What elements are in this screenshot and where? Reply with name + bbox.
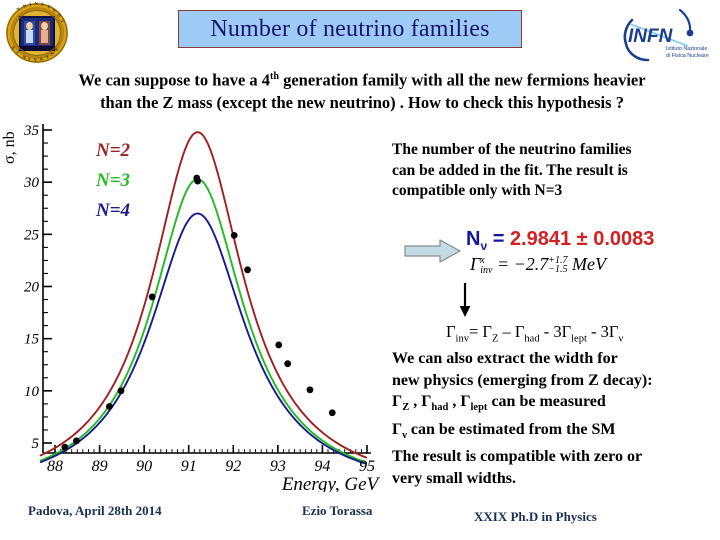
ordinal-suffix: th bbox=[270, 71, 279, 82]
svg-text:T: T bbox=[47, 4, 52, 10]
neutrino-count-result: Nν = 2.9841 ± 0.0083 bbox=[466, 228, 654, 253]
svg-text:20: 20 bbox=[24, 280, 40, 296]
data-point bbox=[230, 231, 238, 239]
svg-text:P: P bbox=[53, 46, 59, 51]
data-point bbox=[275, 341, 283, 349]
svg-text:V: V bbox=[35, 2, 39, 6]
svg-text:S: S bbox=[41, 2, 45, 7]
data-point bbox=[328, 409, 336, 417]
intro-line-2: than the Z mass (except the new neutrino… bbox=[100, 92, 624, 112]
data-point bbox=[148, 293, 156, 301]
gamma-symbol: Γ bbox=[470, 254, 481, 274]
data-point bbox=[105, 403, 113, 410]
svg-text:T: T bbox=[45, 54, 50, 60]
neutrino-families-explanation: The number of the neutrino families can … bbox=[392, 140, 704, 202]
data-point bbox=[284, 360, 292, 368]
new-physics-line-2: new physics (emerging from Z decay): bbox=[392, 371, 653, 389]
data-point bbox=[72, 437, 80, 445]
svg-text:25: 25 bbox=[24, 227, 40, 243]
new-physics-explanation: We can also extract the width for new ph… bbox=[392, 348, 712, 489]
slide-title-box: Number of neutrino families bbox=[178, 10, 522, 48]
chart-axes bbox=[42, 124, 371, 454]
explanation-line-1: The number of the neutrino families bbox=[392, 141, 632, 158]
chart-ylabel: σ, nb bbox=[1, 131, 18, 164]
svg-text:N: N bbox=[22, 3, 28, 9]
cross-section-vs-energy-chart: 5 10 15 20 25 30 35 88 89 90 91 92 93 94 95 N=2 N=3 N=4 … bbox=[0, 112, 392, 492]
new-physics-line-3: ΓZ , Γhad , Γlept can be measured bbox=[392, 393, 606, 414]
chart-data-points bbox=[61, 174, 336, 451]
data-point bbox=[194, 177, 202, 185]
curve-n4 bbox=[39, 212, 368, 465]
curve-n3 bbox=[39, 178, 368, 464]
intro-line-1: We can suppose to have a 4th generation … bbox=[78, 70, 646, 90]
legend-item-n3: N=3 bbox=[95, 170, 130, 191]
chart-xlabel: Energy, GeV bbox=[281, 474, 381, 492]
gamma-eq-value: = −2.7 bbox=[492, 254, 549, 274]
curve-n2 bbox=[39, 131, 368, 459]
nu-value: 2.9841 ± 0.0083 bbox=[509, 228, 655, 250]
svg-text:92: 92 bbox=[225, 458, 241, 475]
new-physics-line-5: The result is compatible with zero or bbox=[392, 448, 643, 466]
svg-text:93: 93 bbox=[270, 458, 286, 475]
data-point bbox=[61, 443, 69, 451]
svg-text:88: 88 bbox=[47, 458, 63, 475]
chart-curves bbox=[39, 131, 368, 465]
svg-text:15: 15 bbox=[24, 332, 40, 348]
svg-text:I: I bbox=[29, 2, 32, 7]
svg-text:V: V bbox=[16, 5, 22, 11]
infn-logo: INFN Istituto Nazionale di Fisica Nuclea… bbox=[602, 6, 712, 64]
svg-text:95: 95 bbox=[359, 458, 375, 475]
svg-text:A: A bbox=[10, 45, 16, 51]
data-point bbox=[306, 386, 314, 394]
data-point bbox=[117, 387, 125, 395]
svg-text:V: V bbox=[51, 8, 57, 14]
svg-text:91: 91 bbox=[181, 458, 197, 475]
new-physics-line-6: very small widths. bbox=[392, 469, 516, 487]
gamma-sup-sub: x inv bbox=[480, 254, 493, 276]
svg-text:A: A bbox=[49, 50, 55, 56]
page-title: Number of neutrino families bbox=[210, 15, 490, 42]
svg-text:5: 5 bbox=[32, 436, 40, 452]
legend-item-n2: N=2 bbox=[95, 140, 131, 161]
chart-legend: N=2 N=3 N=4 bbox=[95, 140, 131, 221]
nu-symbol: Nν = bbox=[466, 228, 510, 253]
svg-text:90: 90 bbox=[136, 458, 152, 475]
gamma-uncertainty: +1.7 −1.5 bbox=[548, 255, 568, 275]
new-physics-line-4: Γν can be estimated from the SM bbox=[392, 420, 616, 441]
footer-author: Ezio Torassa bbox=[302, 503, 373, 518]
svg-text:V: V bbox=[34, 57, 39, 62]
footer-location-date: Padova, April 28th 2014 bbox=[28, 503, 162, 518]
data-point bbox=[244, 266, 251, 274]
gamma-unit: MeV bbox=[572, 254, 606, 274]
university-of-padova-seal-logo: V N I V S T V D I P A T A V I N I A bbox=[4, 1, 70, 64]
svg-text:INFN: INFN bbox=[628, 26, 674, 47]
svg-text:10: 10 bbox=[24, 384, 40, 400]
svg-text:I: I bbox=[60, 19, 65, 23]
svg-text:35: 35 bbox=[23, 123, 40, 139]
infn-subtitle-line1: Istituto Nazionale bbox=[666, 46, 707, 52]
explanation-line-3: compatible only with N=3 bbox=[392, 182, 563, 199]
svg-text:I: I bbox=[28, 57, 31, 62]
footer-course: XXIX Ph.D in Physics bbox=[474, 509, 597, 524]
svg-text:30: 30 bbox=[23, 175, 40, 191]
svg-text:89: 89 bbox=[92, 458, 108, 475]
explanation-line-2: can be added in the fit. The result is bbox=[392, 161, 628, 179]
svg-text:A: A bbox=[39, 56, 44, 62]
legend-item-n4: N=4 bbox=[95, 200, 130, 221]
infn-subtitle-line2: di Fisica Nucleare bbox=[666, 53, 709, 59]
intro-paragraph: We can suppose to have a 4th generation … bbox=[28, 66, 696, 114]
svg-text:D: D bbox=[56, 12, 62, 18]
svg-text:94: 94 bbox=[314, 458, 330, 475]
invisible-width-formula: Γinv= ΓZ – Γhad - 3Γlept - 3Γν bbox=[446, 322, 624, 345]
svg-text:I: I bbox=[15, 50, 20, 55]
right-block-arrow-icon bbox=[404, 238, 462, 264]
chart-tick-labels: 5 10 15 20 25 30 35 88 89 90 91 92 93 94 95 bbox=[23, 123, 375, 475]
svg-text:N: N bbox=[22, 54, 28, 60]
new-physics-line-1: We can also extract the width for bbox=[392, 350, 618, 367]
down-arrow-icon bbox=[456, 282, 474, 318]
